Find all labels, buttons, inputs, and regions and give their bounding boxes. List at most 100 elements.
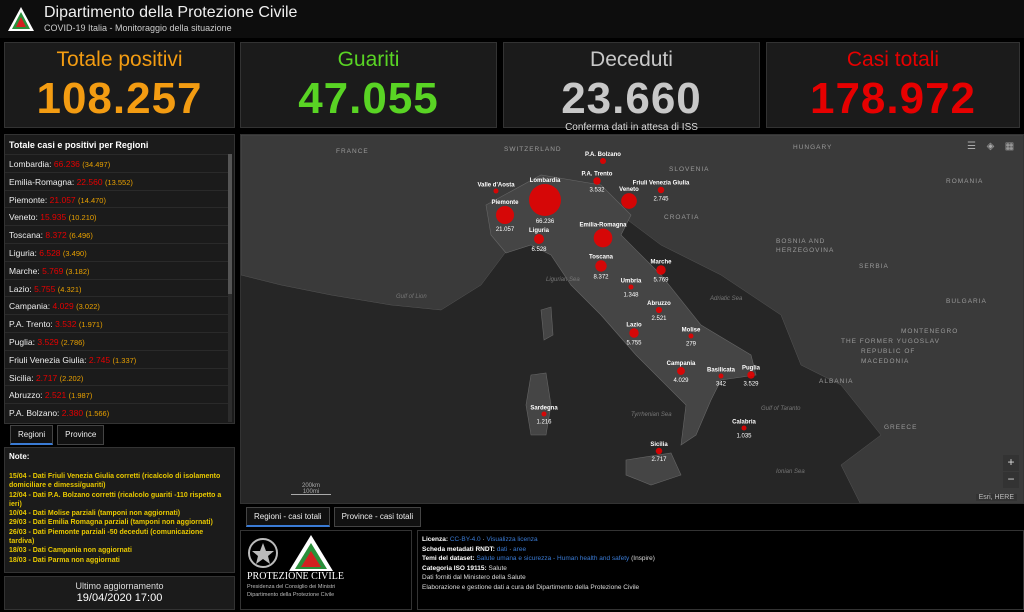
region-bubble[interactable]: [593, 228, 613, 248]
layers-icon[interactable]: ◈: [986, 141, 995, 152]
sea-label: Gulf of Lion: [396, 294, 427, 300]
info-metadati: Scheda metadati RNDT: dati · aree: [422, 545, 527, 553]
region-bubble[interactable]: [688, 333, 694, 339]
last-update-panel: Ultimo aggiornamento 19/04/2020 17:00: [4, 576, 235, 610]
info-panel: Licenza: CC-BY-4.0 · Visualizza licenza …: [417, 530, 1024, 610]
bubble-region-label: Sicilia: [650, 442, 668, 448]
region-row[interactable]: Piemonte: 21.057 (14.470): [5, 189, 231, 208]
tab-regioni-casi-totali[interactable]: Regioni - casi totali: [246, 507, 330, 527]
region-bubble[interactable]: [655, 447, 663, 455]
region-row[interactable]: Friuli Venezia Giulia: 2.745 (1.337): [5, 349, 231, 368]
region-row[interactable]: Veneto: 15.935 (10.210): [5, 207, 231, 225]
metadati-dati-link[interactable]: dati: [496, 545, 508, 553]
region-row[interactable]: P.A. Trento: 3.532 (1.971): [5, 314, 231, 332]
region-bubble[interactable]: [595, 260, 607, 272]
region-bubble[interactable]: [495, 205, 515, 225]
region-row[interactable]: Toscana: 8.372 (6.496): [5, 225, 231, 243]
country-label: SERBIA: [859, 263, 889, 270]
notes-lines: 15/04 - Dati Friuli Venezia Giulia corre…: [9, 472, 229, 565]
region-bubble[interactable]: [593, 177, 601, 185]
region-positive: (6.496): [69, 231, 93, 241]
licenza-label: Licenza:: [422, 536, 449, 543]
region-bubble[interactable]: [655, 306, 663, 314]
region-total: 2.521: [44, 390, 67, 401]
region-bubble[interactable]: [628, 284, 634, 290]
metadati-aree-link[interactable]: aree: [513, 545, 527, 553]
logo-title: PROTEZIONE CIVILE: [247, 571, 344, 582]
region-bubble[interactable]: [621, 193, 637, 209]
region-row[interactable]: Emilia-Romagna: 22.560 (13.552): [5, 171, 231, 190]
region-total: 3.532: [55, 319, 77, 330]
region-bubble[interactable]: [657, 186, 665, 194]
region-total: 22.560: [76, 176, 103, 187]
country-label: HUNGARY: [793, 144, 832, 151]
region-row[interactable]: Abruzzo: 2.521 (1.987): [5, 385, 231, 403]
bubble-value-label: 5.755: [626, 341, 642, 347]
region-bubble[interactable]: [747, 371, 755, 379]
legend-list-icon[interactable]: ☰: [967, 141, 976, 152]
region-bubble[interactable]: [718, 373, 724, 379]
bubble-value-label: 21.057: [496, 227, 515, 233]
region-row[interactable]: Puglia: 3.529 (2.786): [5, 331, 231, 350]
country-label: MACEDONIA: [861, 358, 909, 365]
region-row[interactable]: Liguria: 6.528 (3.490): [5, 242, 231, 261]
basemap-gallery-icon[interactable]: ▦: [1004, 141, 1015, 152]
bubble-region-label: Umbria: [621, 279, 642, 285]
bubble-value-label: 342: [716, 382, 727, 388]
region-row[interactable]: Marche: 5.769 (3.182): [5, 260, 231, 279]
zoom-in-button[interactable]: +: [1003, 455, 1019, 471]
region-bubble[interactable]: [741, 425, 747, 431]
tab-regioni[interactable]: Regioni: [10, 425, 54, 445]
region-bubble[interactable]: [629, 328, 639, 338]
kpi-value: 23.660: [561, 74, 702, 123]
iso-value: Salute: [488, 564, 507, 572]
region-bubble[interactable]: [656, 265, 666, 275]
kpi-value: 178.972: [809, 74, 977, 123]
region-name: Veneto:: [9, 212, 38, 223]
map-view[interactable]: FRANCE SWITZERLAND SLOVENIA HUNGARY ROMANIA C…: [240, 134, 1024, 504]
region-bubble[interactable]: [541, 411, 547, 417]
tab-province-casi-totali[interactable]: Province - casi totali: [333, 507, 422, 527]
country-label: GREECE: [884, 424, 917, 431]
region-row[interactable]: Lazio: 5.755 (4.321): [5, 278, 231, 297]
note-line: 12/04 - Dati P.A. Bolzano corretti (rica…: [9, 491, 222, 499]
region-row[interactable]: Lombardia: 66.236 (34.497): [5, 154, 231, 172]
note-line: 29/03 - Dati Emilia Romagna parziali (ta…: [9, 519, 213, 527]
note-line: 15/04 - Dati Friuli Venezia Giulia corre…: [9, 473, 221, 480]
region-total: 4.029: [52, 301, 74, 312]
region-name: Lombardia:: [9, 159, 52, 169]
region-bubble[interactable]: [533, 233, 545, 245]
region-name: Emilia-Romagna:: [9, 176, 75, 187]
regions-scrollbar[interactable]: [228, 154, 232, 422]
kpi-value: 47.055: [298, 74, 439, 123]
region-row[interactable]: Campania: 4.029 (3.022): [5, 296, 231, 314]
region-bubble[interactable]: [599, 157, 607, 165]
region-bubble[interactable]: [677, 367, 685, 375]
note-line: 18/03 - Dati Campania non aggiornati: [9, 547, 132, 555]
bubble-value-label: 66.236: [536, 219, 555, 225]
licenza-link[interactable]: CC-BY-4.0: [449, 536, 481, 543]
map-canvas[interactable]: FRANCE SWITZERLAND SLOVENIA HUNGARY ROMANIA C…: [241, 135, 1024, 504]
region-bubble[interactable]: [529, 184, 561, 216]
visualizza-licenza-link[interactable]: Visualizza licenza: [486, 536, 538, 543]
kpi-label: Guariti: [337, 48, 400, 71]
bubble-region-label: Piemonte: [491, 200, 519, 206]
region-total: 5.769: [42, 265, 64, 276]
bubble-region-label: Sardegna: [530, 406, 558, 412]
region-name: Abruzzo:: [9, 390, 43, 401]
region-positive: (1.971): [78, 320, 103, 330]
tab-province[interactable]: Province: [57, 425, 105, 445]
region-row[interactable]: Sicilia: 2.717 (2.202): [5, 367, 231, 386]
region-bubble[interactable]: [493, 188, 499, 194]
sea-label: Ligurian Sea: [546, 277, 580, 283]
temi-value-link[interactable]: Salute umana e sicurezza - Human health …: [476, 555, 630, 562]
region-positive: (3.022): [76, 302, 100, 312]
map-attribution[interactable]: Esri, HERE: [975, 494, 1017, 501]
zoom-out-button[interactable]: −: [1003, 472, 1019, 488]
regions-list[interactable]: Lombardia: 66.236 (34.497) Emilia-Romagna…: [5, 154, 231, 422]
country-label: ROMANIA: [946, 178, 983, 185]
region-row[interactable]: P.A. Bolzano: 2.380 (1.566): [5, 403, 231, 421]
country-label: HERZEGOVINA: [776, 247, 834, 254]
country-label: MONTENEGRO: [901, 328, 958, 335]
scrollbar-thumb[interactable]: [228, 154, 232, 294]
